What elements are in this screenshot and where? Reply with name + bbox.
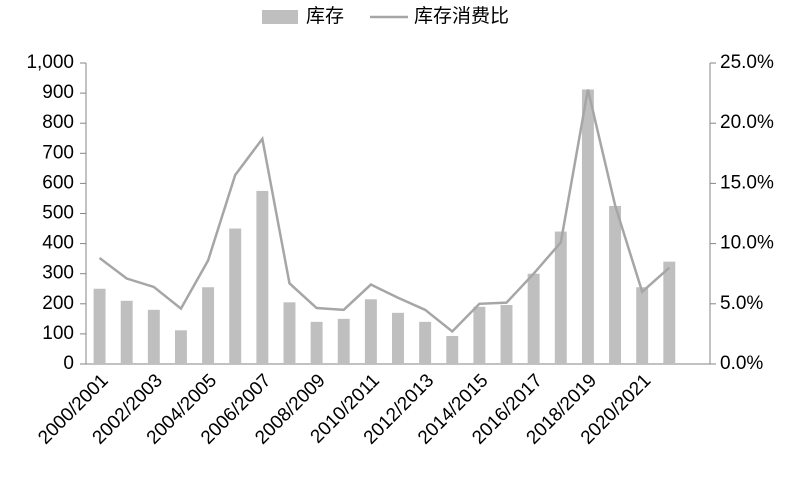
y-tick-label: 600 xyxy=(42,172,74,193)
y2-tick-label: 10.0% xyxy=(720,233,774,254)
bar xyxy=(364,299,377,364)
y2-tick-label: 20.0% xyxy=(720,112,774,133)
y-tick-label: 700 xyxy=(42,142,74,163)
y2-tick-label: 15.0% xyxy=(720,172,774,193)
legend-label: 库存 xyxy=(306,5,344,27)
bar xyxy=(229,228,242,364)
bar xyxy=(663,261,676,364)
bar xyxy=(202,287,215,364)
bar xyxy=(500,305,513,364)
bar xyxy=(337,318,350,364)
bar xyxy=(120,300,133,364)
legend-swatch xyxy=(262,10,298,24)
y-tick-label: 0 xyxy=(63,353,74,374)
bar xyxy=(256,190,269,364)
y2-tick-label: 5.0% xyxy=(720,293,763,314)
bar xyxy=(636,287,649,364)
bar xyxy=(310,321,323,364)
bar xyxy=(147,309,160,364)
y-tick-label: 100 xyxy=(42,323,74,344)
bar xyxy=(473,306,486,364)
bar xyxy=(527,273,540,364)
bar xyxy=(392,312,404,364)
bar xyxy=(609,205,622,364)
bar xyxy=(283,302,296,364)
bar xyxy=(554,231,567,364)
y2-tick-label: 25.0% xyxy=(720,52,774,73)
bar xyxy=(446,336,459,364)
y-tick-label: 200 xyxy=(42,293,74,314)
legend-label: 库存消费比 xyxy=(414,5,509,27)
y-tick-label: 800 xyxy=(42,112,74,133)
y-tick-label: 900 xyxy=(42,82,74,103)
bar xyxy=(419,321,432,364)
bar xyxy=(174,330,187,364)
y-tick-label: 500 xyxy=(42,203,74,224)
bar xyxy=(93,288,106,364)
y-tick-label: 1,000 xyxy=(26,52,74,73)
y-tick-label: 400 xyxy=(42,233,74,254)
y2-tick-label: 0.0% xyxy=(720,353,763,374)
line xyxy=(98,89,671,334)
bar xyxy=(581,89,594,364)
y-tick-label: 300 xyxy=(42,263,74,284)
